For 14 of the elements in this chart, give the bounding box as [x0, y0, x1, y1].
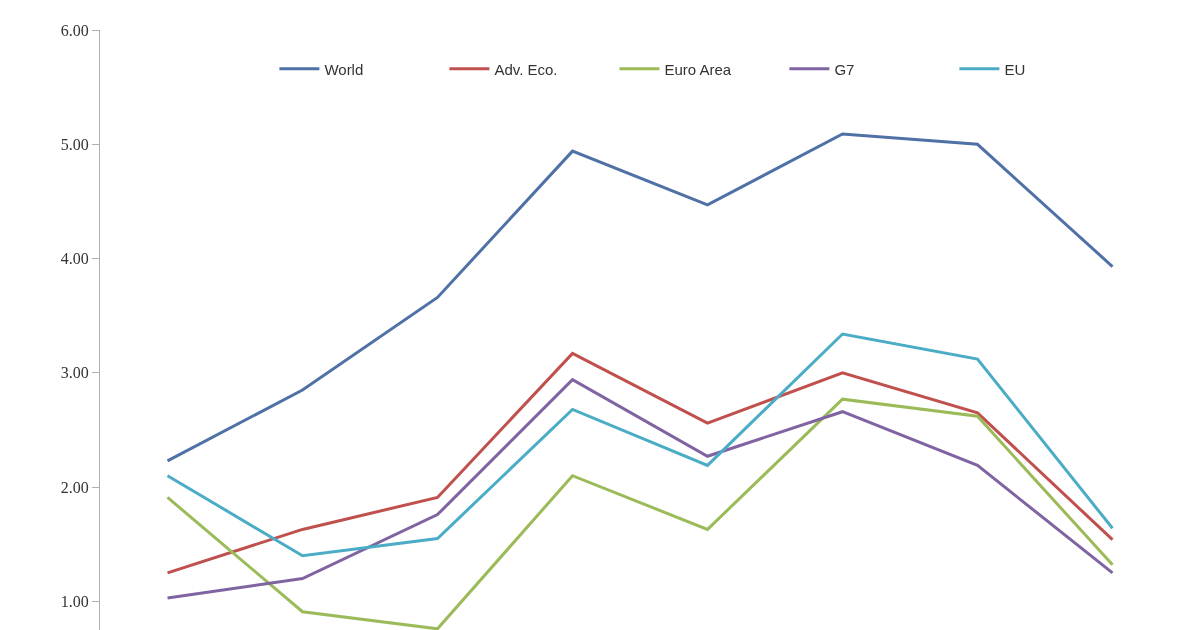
legend-label: Adv. Eco. [494, 60, 558, 78]
y-tick-label: 3.00 [60, 364, 89, 382]
y-tick-label: 1.00 [60, 593, 89, 611]
line-series [166, 397, 1114, 630]
y-tick-label: 2.00 [60, 478, 89, 496]
legend-label: G7 [834, 60, 855, 78]
y-tick-label: 6.00 [60, 21, 89, 39]
legend-label: EU [1004, 60, 1026, 78]
line-series [166, 132, 1114, 463]
y-tick-label: 4.00 [60, 250, 89, 268]
legend-label: Euro Area [664, 60, 732, 78]
legend-label: World [324, 60, 364, 78]
y-tick-label: 5.00 [60, 135, 89, 153]
line-series [166, 378, 1114, 600]
